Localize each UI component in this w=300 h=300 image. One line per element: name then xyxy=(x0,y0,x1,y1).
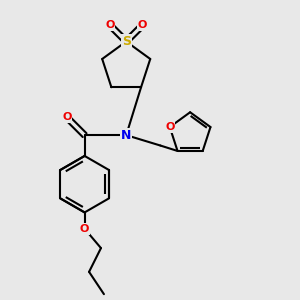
Text: S: S xyxy=(122,35,131,48)
Text: O: O xyxy=(80,224,89,234)
Text: O: O xyxy=(62,112,71,122)
Text: N: N xyxy=(121,129,131,142)
Text: O: O xyxy=(165,122,175,132)
Text: O: O xyxy=(105,20,115,30)
Text: O: O xyxy=(138,20,147,30)
